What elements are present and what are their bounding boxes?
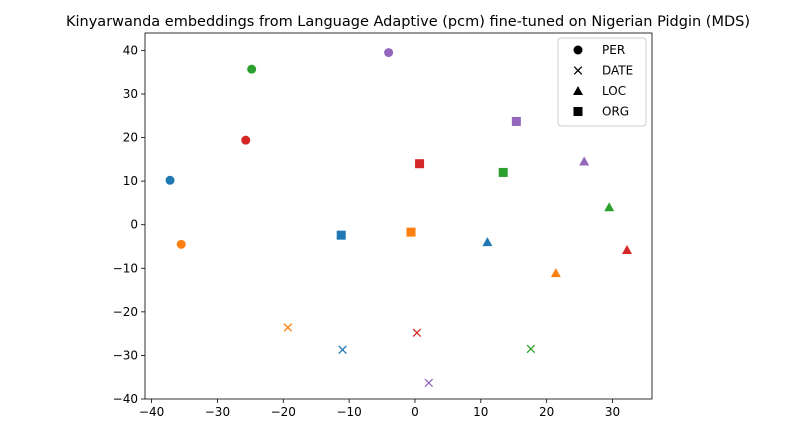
- data-point-circle: [247, 64, 257, 74]
- data-point-square: [498, 167, 508, 177]
- data-point-circle: [384, 48, 394, 58]
- data-point-circle: [176, 239, 186, 249]
- data-point-square: [336, 230, 346, 240]
- data-points: [165, 48, 632, 388]
- data-point-circle: [165, 175, 175, 185]
- data-point-triangle: [604, 202, 615, 212]
- data-point-square: [511, 116, 521, 126]
- data-point-triangle: [579, 156, 590, 166]
- x-tick-label: −30: [205, 405, 230, 419]
- x-tick-label: 10: [473, 405, 488, 419]
- y-tick-label: 30: [123, 87, 138, 101]
- x-tick-label: −40: [139, 405, 164, 419]
- x-tick-label: −20: [271, 405, 296, 419]
- legend-marker-triangle: [573, 86, 583, 95]
- legend-marker-circle: [573, 45, 583, 55]
- data-point-square: [406, 227, 416, 237]
- y-tick-label: −30: [113, 348, 138, 362]
- x-tick-label: 30: [605, 405, 620, 419]
- data-point-x: [283, 323, 293, 332]
- data-point-square: [415, 159, 425, 169]
- x-tick-label: 20: [539, 405, 554, 419]
- data-point-x: [424, 378, 434, 388]
- data-point-circle: [241, 135, 251, 145]
- y-tick-label: 20: [123, 131, 138, 145]
- x-tick-label: 0: [411, 405, 419, 419]
- legend-box: [557, 37, 647, 127]
- data-point-x: [526, 344, 536, 354]
- data-point-x: [412, 328, 422, 338]
- y-tick-label: −40: [113, 392, 138, 406]
- axes: −40 −30 −20 −10 0 10 20 30 −40 −30 −20 −10 0 10 20 30 40: [113, 32, 653, 419]
- legend-label: PER: [602, 43, 625, 57]
- legend-label: LOC: [602, 84, 626, 98]
- plot-frame: [144, 32, 653, 400]
- data-point-x: [338, 345, 347, 355]
- legend-marker-x: [573, 66, 583, 75]
- legend-label: DATE: [602, 64, 633, 78]
- legend-label: ORG: [602, 105, 629, 119]
- y-tick-label: 0: [130, 218, 138, 232]
- data-point-triangle: [550, 268, 561, 278]
- y-tick-label: 40: [123, 43, 138, 57]
- data-point-triangle: [482, 237, 493, 247]
- y-tick-label: −20: [113, 305, 138, 319]
- legend-marker-square: [573, 107, 583, 116]
- y-tick-label: −10: [113, 261, 138, 275]
- y-tick-label: 10: [123, 174, 138, 188]
- legend: PER DATE LOC ORG: [557, 37, 647, 127]
- data-point-triangle: [621, 244, 632, 254]
- chart-title: Kinyarwanda embeddings from Language Ada…: [66, 14, 750, 30]
- x-tick-label: −10: [336, 405, 361, 419]
